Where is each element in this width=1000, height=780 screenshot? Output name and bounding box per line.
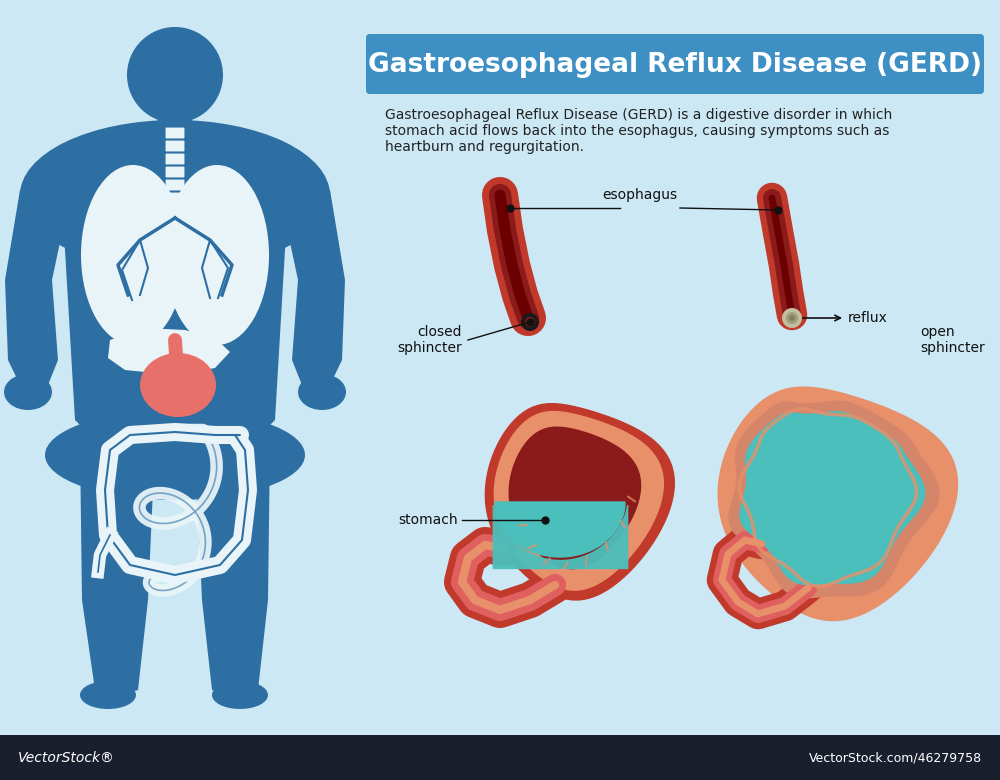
Polygon shape — [729, 401, 939, 597]
Ellipse shape — [20, 120, 330, 270]
Polygon shape — [154, 118, 196, 148]
FancyBboxPatch shape — [165, 127, 185, 139]
FancyBboxPatch shape — [165, 179, 185, 191]
Text: VectorStock.com/46279758: VectorStock.com/46279758 — [809, 751, 982, 764]
FancyBboxPatch shape — [165, 140, 185, 152]
Ellipse shape — [298, 374, 346, 410]
Text: closed
sphincter: closed sphincter — [397, 325, 462, 355]
Circle shape — [521, 313, 539, 331]
Polygon shape — [280, 168, 345, 385]
Text: open
sphincter: open sphincter — [920, 325, 985, 355]
Polygon shape — [108, 328, 230, 375]
Circle shape — [789, 315, 795, 321]
Text: esophagus: esophagus — [602, 188, 678, 202]
Text: Gastroesophageal Reflux Disease (GERD): Gastroesophageal Reflux Disease (GERD) — [368, 52, 982, 78]
Text: VectorStock®: VectorStock® — [18, 751, 115, 765]
Circle shape — [127, 27, 223, 123]
FancyBboxPatch shape — [0, 735, 1000, 780]
Polygon shape — [494, 412, 663, 590]
FancyBboxPatch shape — [165, 153, 185, 165]
Ellipse shape — [81, 165, 185, 345]
Polygon shape — [740, 412, 925, 585]
Polygon shape — [60, 165, 290, 470]
Polygon shape — [80, 445, 155, 695]
Polygon shape — [485, 404, 674, 600]
Text: Gastroesophageal Reflux Disease (GERD) is a digestive disorder in which: Gastroesophageal Reflux Disease (GERD) i… — [385, 108, 892, 122]
FancyBboxPatch shape — [165, 166, 185, 178]
Polygon shape — [195, 445, 270, 695]
Circle shape — [782, 308, 802, 328]
Text: heartburn and regurgitation.: heartburn and regurgitation. — [385, 140, 584, 154]
Ellipse shape — [4, 374, 52, 410]
Ellipse shape — [165, 165, 269, 345]
FancyBboxPatch shape — [366, 34, 984, 94]
FancyBboxPatch shape — [165, 218, 185, 230]
FancyBboxPatch shape — [165, 192, 185, 204]
Polygon shape — [509, 427, 641, 569]
Ellipse shape — [80, 681, 136, 709]
Polygon shape — [718, 387, 957, 621]
Text: stomach acid flows back into the esophagus, causing symptoms such as: stomach acid flows back into the esophag… — [385, 124, 889, 138]
Ellipse shape — [45, 410, 305, 500]
Polygon shape — [5, 168, 70, 385]
Text: stomach: stomach — [398, 513, 458, 527]
Polygon shape — [495, 502, 625, 557]
Circle shape — [525, 317, 535, 327]
Text: reflux: reflux — [848, 311, 888, 325]
Circle shape — [786, 312, 798, 324]
FancyBboxPatch shape — [165, 231, 185, 243]
FancyBboxPatch shape — [165, 205, 185, 217]
Ellipse shape — [212, 681, 268, 709]
Ellipse shape — [140, 353, 216, 417]
